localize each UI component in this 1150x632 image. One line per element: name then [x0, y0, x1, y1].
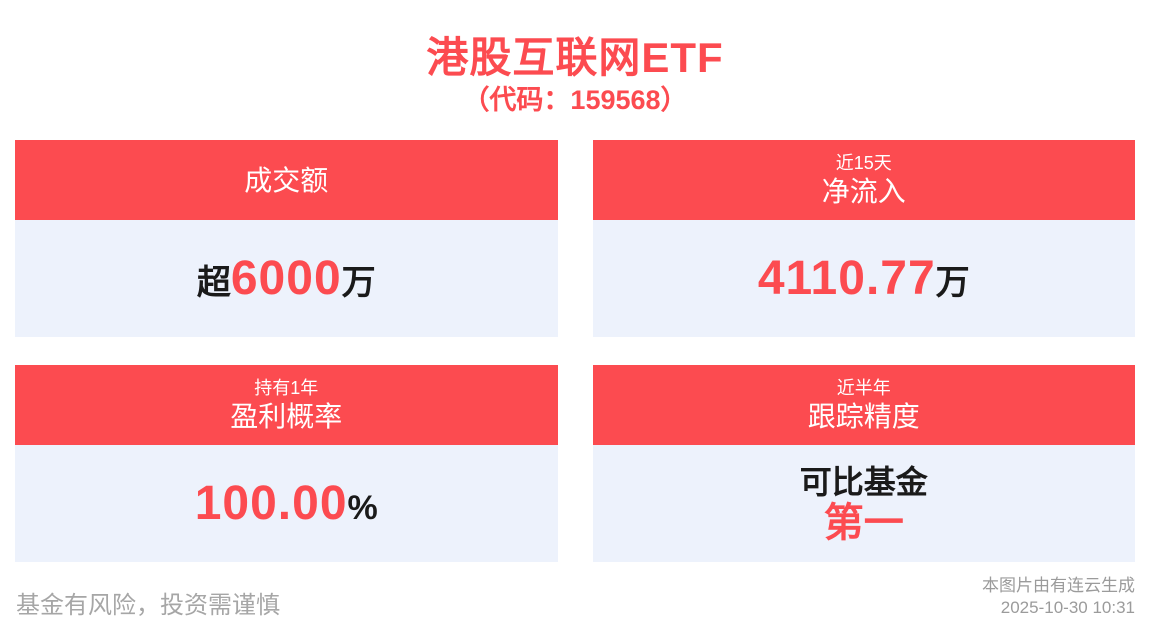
value-prefix: 超	[196, 264, 231, 302]
value-unit: 万	[935, 264, 970, 302]
card-tracking-precision-header: 近半年 跟踪精度	[592, 365, 1135, 445]
card-tracking-precision-period: 近半年	[836, 378, 891, 398]
generated-timestamp: 2025-10-30 10:31	[1000, 598, 1135, 617]
card-turnover-label: 成交额	[244, 164, 329, 196]
card-tracking-precision-body: 可比基金 第一	[592, 445, 1135, 562]
card-profit-probability-body: 100.00 %	[15, 445, 558, 562]
card-net-inflow-label: 净流入	[821, 176, 906, 207]
value-unit: 万	[341, 264, 376, 302]
card-net-inflow-header: 近15天 净流入	[592, 140, 1135, 220]
value-number: 100.00	[194, 477, 348, 530]
image-credit: 本图片由有连云生成 2025-10-30 10:31	[982, 575, 1135, 619]
generator-credit: 本图片由有连云生成	[982, 576, 1135, 595]
card-profit-probability-header: 持有1年 盈利概率	[15, 365, 558, 445]
comparable-funds-text: 可比基金	[799, 463, 928, 500]
page-title: 港股互联网ETF	[426, 34, 724, 81]
card-tracking-precision-label: 跟踪精度	[807, 401, 920, 432]
card-net-inflow-value: 4110.77 万	[758, 251, 970, 306]
stat-card-grid: 成交额 超 6000 万 近15天 净流入 4110.77 万 持有1年 盈利概…	[15, 140, 1135, 562]
card-tracking-precision: 近半年 跟踪精度 可比基金 第一	[592, 365, 1135, 562]
card-turnover: 成交额 超 6000 万	[15, 140, 558, 337]
card-net-inflow: 近15天 净流入 4110.77 万	[592, 140, 1135, 337]
card-turnover-value: 超 6000 万	[197, 251, 376, 306]
value-number: 4110.77	[757, 252, 936, 305]
card-profit-probability: 持有1年 盈利概率 100.00 %	[15, 365, 558, 562]
card-net-inflow-body: 4110.77 万	[592, 220, 1135, 337]
value-number: 6000	[230, 252, 342, 305]
card-turnover-header: 成交额	[15, 140, 558, 220]
value-unit: %	[347, 489, 378, 527]
fund-code-subtitle: （代码：159568）	[462, 85, 688, 115]
card-profit-probability-period: 持有1年	[254, 378, 319, 398]
rank-first-text: 第一	[823, 500, 904, 545]
card-turnover-body: 超 6000 万	[15, 220, 558, 337]
card-net-inflow-period: 近15天	[835, 153, 892, 173]
card-profit-probability-label: 盈利概率	[230, 401, 343, 432]
risk-disclaimer: 基金有风险，投资需谨慎	[16, 592, 280, 619]
card-profit-probability-value: 100.00 %	[195, 476, 378, 531]
